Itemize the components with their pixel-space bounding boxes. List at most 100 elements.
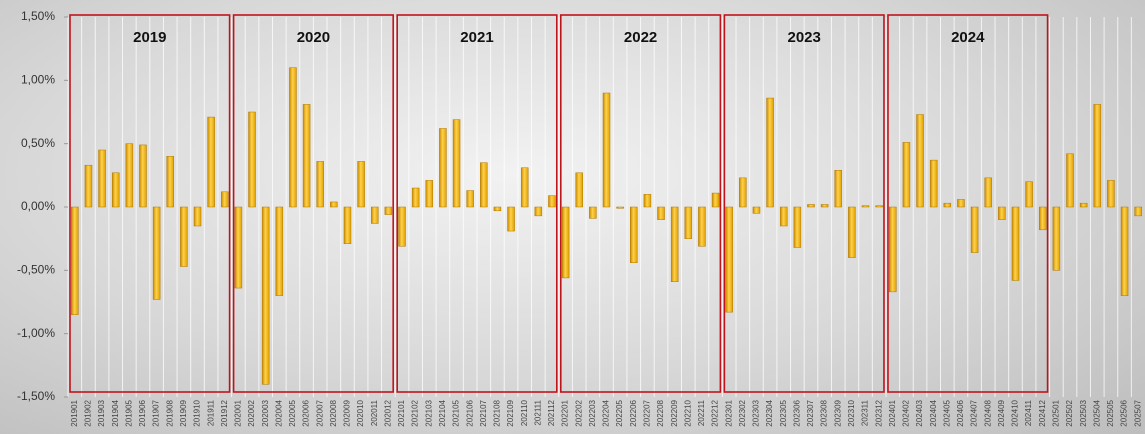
year-label: 2024	[951, 29, 985, 46]
bar	[711, 192, 720, 208]
x-tick-label: 201906	[138, 399, 147, 426]
bar	[889, 206, 897, 293]
bar	[1093, 104, 1102, 208]
bar	[861, 205, 870, 208]
x-tick-label: 202006	[302, 399, 311, 426]
y-tick-label: -1,00%	[17, 326, 55, 340]
bar	[1079, 202, 1088, 208]
x-tick-label: 202409	[997, 399, 1006, 426]
bar	[111, 172, 120, 208]
x-tick-label: 201903	[97, 399, 106, 426]
x-tick-label: 202408	[983, 399, 992, 426]
x-tick-label: 201912	[220, 399, 229, 426]
bar	[275, 206, 284, 296]
bar	[589, 206, 597, 219]
x-tick-label: 202106	[465, 399, 474, 426]
x-tick-label: 201901	[70, 399, 79, 426]
bar	[616, 206, 624, 209]
bar	[425, 180, 434, 208]
x-tick-label: 202304	[765, 399, 774, 426]
bar	[670, 206, 679, 282]
x-tick-label: 202004	[274, 399, 283, 426]
x-tick-label: 202411	[1024, 399, 1033, 426]
x-tick-label: 202501	[1051, 399, 1060, 426]
bar	[193, 206, 202, 227]
year-label: 2021	[460, 29, 493, 46]
x-tick-label: 202204	[602, 399, 611, 426]
bar	[943, 202, 952, 208]
x-tick-label: 202011	[370, 399, 379, 426]
x-tick-label: 202401	[888, 399, 897, 426]
x-tick-label: 202311	[861, 399, 870, 426]
bar	[439, 128, 447, 208]
x-tick-label: 202412	[1038, 399, 1047, 426]
x-tick-label: 202107	[479, 399, 488, 426]
x-tick-label: 202403	[915, 399, 924, 426]
x-tick-label: 202505	[1106, 399, 1115, 426]
x-tick-label: 202103	[424, 399, 433, 426]
bar	[643, 194, 652, 208]
x-tick-label: 201902	[84, 399, 93, 426]
x-tick-label: 202506	[1120, 399, 1129, 426]
x-tick-label: 202406	[956, 399, 965, 426]
bar	[970, 206, 979, 253]
bar	[916, 114, 924, 208]
x-tick-label: 202205	[615, 399, 624, 426]
bar	[725, 206, 733, 313]
x-tick-label: 202302	[738, 399, 747, 426]
bar	[1134, 206, 1142, 217]
x-tick-label: 202307	[806, 399, 815, 426]
x-tick-label: 202112	[547, 399, 556, 426]
x-tick-label: 202211	[697, 399, 706, 426]
y-tick-label: -1,50%	[17, 389, 55, 403]
x-tick-label: 202104	[438, 399, 447, 426]
bar	[793, 206, 802, 248]
x-tick-label: 202002	[247, 399, 256, 426]
bar	[330, 201, 338, 208]
x-tick-label: 202507	[1133, 399, 1142, 426]
x-tick-label: 202309	[833, 399, 842, 426]
year-label: 2023	[787, 29, 820, 46]
bar	[398, 206, 406, 247]
x-tick-label: 202504	[1092, 399, 1101, 426]
bar	[602, 92, 611, 208]
bar	[929, 159, 938, 208]
y-tick-label: 1,00%	[21, 73, 55, 87]
bar	[957, 199, 965, 208]
bar	[1025, 181, 1033, 208]
x-tick-label: 202503	[1079, 399, 1088, 426]
bar	[98, 149, 106, 208]
x-tick-label: 202206	[629, 399, 638, 426]
bar	[234, 206, 243, 289]
x-tick-label: 202404	[929, 399, 938, 426]
x-tick-label: 202305	[779, 399, 788, 426]
bar	[493, 206, 502, 212]
x-tick-label: 202410	[1011, 399, 1020, 426]
bar	[1107, 180, 1115, 208]
year-box	[232, 14, 394, 393]
year-label: 2020	[297, 29, 330, 46]
bar	[1066, 153, 1074, 208]
x-tick-label: 202102	[411, 399, 420, 426]
bar	[316, 161, 324, 208]
bar	[520, 167, 529, 208]
year-label: 2019	[133, 29, 166, 46]
bar	[357, 161, 365, 208]
bar	[261, 206, 270, 385]
x-tick-label: 201911	[206, 399, 215, 426]
x-tick-label: 201908	[165, 399, 174, 426]
y-tick-label: 1,50%	[21, 9, 55, 23]
bar	[698, 206, 706, 247]
x-tick-label: 202310	[847, 399, 856, 426]
bar	[561, 206, 570, 279]
y-tick-label: 0,00%	[21, 199, 55, 213]
bar	[575, 172, 583, 208]
bar	[630, 206, 638, 263]
bar	[739, 177, 747, 208]
bar	[820, 204, 829, 208]
bar	[848, 206, 856, 258]
bar	[984, 177, 992, 208]
x-tick-label: 201909	[179, 399, 188, 426]
x-tick-label: 201907	[152, 399, 161, 426]
x-tick-label: 201904	[111, 399, 120, 426]
